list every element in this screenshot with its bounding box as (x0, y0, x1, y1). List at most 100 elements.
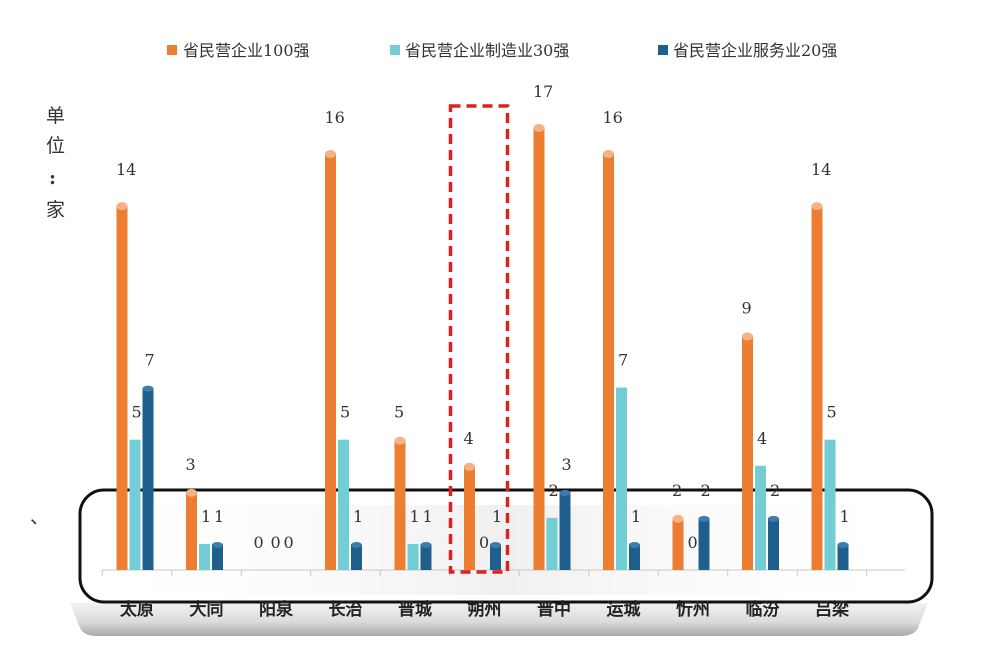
unit-char-2: 位 (46, 135, 65, 157)
data-label-大同-series-1: 3 (186, 455, 196, 474)
bar-cap (559, 489, 571, 496)
bar-cap (142, 385, 154, 392)
data-label-朔州-series-3: 1 (492, 507, 502, 526)
bar-cap (698, 515, 710, 522)
data-label-朔州-series-1: 4 (464, 429, 474, 448)
bar-忻州-series-3 (698, 517, 710, 570)
bar-长治-series-1 (325, 153, 336, 570)
bar-cap (351, 541, 362, 548)
data-label-长治-series-3: 1 (353, 507, 363, 526)
bar-运城-series-3 (629, 543, 640, 570)
legend-label-service: 省民营企业服务业20强 (673, 41, 837, 60)
data-label-临汾-series-2: 4 (757, 429, 767, 448)
bar-晋中-series-1 (533, 127, 545, 570)
data-label-大同-series-2: 1 (201, 507, 211, 526)
data-label-运城-series-2: 7 (618, 351, 628, 370)
data-label-阳泉-series-3: 0 (284, 533, 294, 552)
bar-cap (212, 541, 223, 548)
bar-大同-series-3 (212, 543, 223, 570)
data-label-临汾-series-3: 2 (770, 481, 780, 500)
bar-大同-series-1 (186, 491, 197, 570)
category-label: 吕梁 (815, 599, 850, 620)
bar-晋城-series-1 (394, 439, 406, 570)
unit-char-3: : (49, 167, 56, 189)
data-label-朔州-series-2: 0 (479, 533, 489, 552)
bar-cap (420, 541, 432, 548)
bar-cap (742, 332, 753, 341)
category-label: 晋中 (537, 599, 571, 620)
category-label: 朔州 (468, 599, 502, 620)
data-label-临汾-series-1: 9 (742, 298, 752, 317)
data-label-吕梁-series-1: 14 (811, 160, 831, 179)
data-label-长治-series-1: 16 (325, 108, 345, 127)
bar-临汾-series-3 (768, 517, 779, 570)
bar-忻州-series-1 (672, 517, 684, 570)
category-label: 运城 (607, 600, 641, 620)
bar-cap (116, 202, 128, 211)
data-label-太原-series-1: 14 (116, 160, 136, 179)
category-label: 忻州 (676, 599, 710, 620)
bar-cap (490, 541, 501, 548)
category-label: 长治 (329, 599, 363, 620)
unit-char-1: 单 (46, 105, 65, 127)
bar-吕梁-series-1 (811, 205, 823, 571)
unit-char-4: 家 (46, 199, 65, 221)
bar-朔州-series-1 (464, 465, 475, 570)
bar-太原-series-2 (129, 439, 141, 570)
bar-cap (672, 514, 684, 523)
category-labels: 太原 大同 阳泉 长治 晋城 朔州 晋中 运城 忻州 临汾 吕梁 (120, 599, 850, 620)
data-label-晋城-series-1: 5 (394, 403, 404, 422)
data-label-晋城-series-2: 1 (410, 507, 420, 526)
category-label: 晋城 (398, 600, 432, 620)
data-label-运城-series-1: 16 (603, 108, 623, 127)
data-label-阳泉-series-1: 0 (254, 533, 264, 552)
category-label: 太原 (120, 599, 154, 620)
data-label-大同-series-3: 1 (214, 507, 224, 526)
bar-运城-series-2 (616, 387, 627, 570)
bar-cap (811, 202, 823, 211)
bar-cap (629, 541, 640, 548)
data-label-忻州-series-3: 2 (701, 481, 711, 500)
bar-cap (768, 515, 779, 522)
data-label-忻州-series-1: 2 (672, 481, 682, 500)
bar-吕梁-series-2 (824, 439, 836, 570)
bar-cap (464, 462, 475, 471)
bar-长治-series-3 (351, 543, 362, 570)
data-label-阳泉-series-2: 0 (271, 533, 281, 552)
bar-大同-series-2 (199, 543, 210, 570)
bar-cap (325, 150, 336, 159)
bar-吕梁-series-3 (837, 543, 849, 570)
bar-cap (394, 436, 406, 445)
bars (116, 124, 849, 571)
data-label-运城-series-3: 1 (631, 507, 641, 526)
legend-label-manufacturing: 省民营企业制造业30强 (405, 41, 569, 60)
data-label-太原-series-2: 5 (132, 403, 142, 422)
bar-晋城-series-3 (420, 543, 432, 570)
bar-太原-series-1 (116, 205, 128, 571)
bar-临汾-series-2 (755, 465, 766, 570)
data-label-晋中-series-2: 2 (549, 481, 559, 500)
data-label-吕梁-series-3: 1 (840, 507, 850, 526)
legend: 省民营企业100强 省民营企业制造业30强 省民营企业服务业20强 (167, 41, 837, 60)
data-label-晋中-series-1: 17 (533, 82, 553, 101)
data-label-长治-series-2: 5 (340, 403, 350, 422)
bar-cap (603, 150, 614, 159)
bar-太原-series-3 (142, 387, 154, 570)
unit-label: 单 位 : 家 (46, 105, 65, 221)
platform-base (70, 488, 934, 636)
data-label-忻州-series-2: 0 (688, 533, 698, 552)
legend-label-100: 省民营企业100强 (183, 41, 310, 60)
highlight-rect-朔州 (448, 104, 510, 574)
stray-mark: 、 (30, 506, 49, 528)
legend-swatch-100 (167, 45, 177, 55)
category-label: 临汾 (746, 599, 780, 620)
category-label: 阳泉 (259, 599, 294, 620)
data-label-晋城-series-3: 1 (423, 507, 433, 526)
highlight-box (448, 104, 510, 574)
bar-临汾-series-1 (742, 335, 753, 570)
data-label-晋中-series-3: 3 (562, 455, 572, 474)
bar-晋城-series-2 (407, 543, 419, 570)
bar-晋中-series-3 (559, 491, 571, 570)
